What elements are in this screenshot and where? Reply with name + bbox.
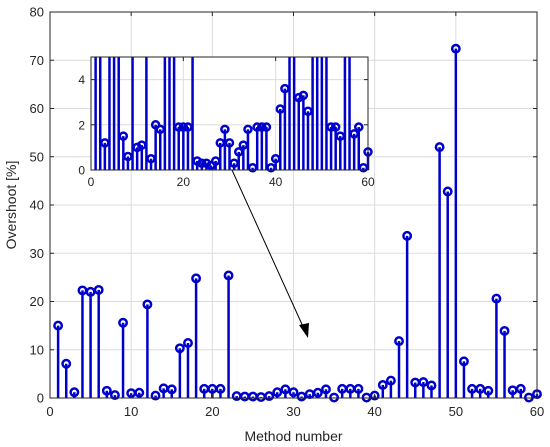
stem-marker — [491, 293, 502, 304]
stem-marker — [69, 387, 80, 398]
stem-marker — [93, 284, 104, 295]
stem-marker — [183, 338, 193, 348]
x-tick-label: 10 — [124, 404, 138, 419]
y-tick-label: 20 — [30, 294, 44, 309]
inset-axes-box — [90, 56, 369, 171]
y-tick-label: 0 — [37, 391, 44, 406]
zoom-arrow — [231, 169, 309, 338]
x-axis-label: Method number — [244, 428, 342, 444]
x-tick-label: 40 — [367, 404, 381, 419]
zoom-arrow-head — [299, 323, 309, 338]
stem-marker — [434, 142, 445, 153]
stem-marker — [450, 43, 461, 54]
stem-marker — [166, 384, 177, 395]
stem-marker — [142, 299, 153, 310]
x-tick-label: 30 — [286, 404, 300, 419]
stem-marker — [402, 230, 413, 241]
inset-stem-marker — [330, 122, 341, 132]
stem-marker — [353, 383, 364, 394]
inset-series — [94, 57, 373, 173]
inset-stem-marker — [243, 124, 253, 135]
stem-marker — [385, 375, 396, 386]
stem-marker — [377, 380, 388, 390]
stem-marker — [296, 391, 307, 402]
inset-x-tick-label: 20 — [177, 175, 191, 189]
zoom-arrow-line — [231, 169, 306, 332]
y-tick-label: 10 — [30, 342, 44, 357]
stem-marker — [61, 358, 72, 369]
stem-marker — [174, 343, 185, 354]
stem-marker — [101, 385, 112, 396]
stem-marker — [118, 317, 129, 328]
inset-stem-marker — [354, 122, 364, 132]
y-tick-label: 80 — [30, 5, 44, 20]
y-axis-label: Overshoot [%] — [3, 161, 19, 250]
stem-marker — [215, 383, 226, 394]
inset-x-tick-label: 40 — [269, 175, 283, 189]
x-tick-label: 20 — [205, 404, 219, 419]
stem-marker — [499, 325, 510, 336]
x-tick-label: 0 — [46, 404, 53, 419]
inset-y-tick-label: 0 — [78, 164, 85, 178]
stem-marker — [442, 186, 453, 197]
stem-marker — [109, 390, 120, 401]
stem-marker — [483, 385, 494, 396]
stem-marker — [272, 387, 283, 398]
stem-marker — [53, 320, 64, 331]
inset-stem-marker — [220, 124, 230, 135]
inset-stem-marker — [261, 122, 272, 132]
y-tick-label: 60 — [30, 101, 44, 116]
x-tick-label: 50 — [449, 404, 463, 419]
x-tick-label: 60 — [530, 404, 544, 419]
stem-marker — [191, 273, 202, 284]
stem-marker — [369, 390, 380, 401]
inset-stem-marker — [298, 90, 309, 101]
inset-y-tick-label: 2 — [78, 118, 85, 132]
y-tick-label: 50 — [30, 149, 44, 164]
stem-marker — [515, 383, 526, 394]
inset-stem-marker — [224, 138, 235, 148]
stem-marker — [134, 387, 145, 398]
stem-marker — [264, 391, 275, 402]
stem-marker — [150, 390, 161, 401]
stem-marker — [280, 384, 291, 395]
stem-marker — [394, 336, 404, 347]
stem-marker — [312, 387, 323, 398]
stem-marker — [321, 384, 331, 395]
y-tick-label: 40 — [30, 198, 44, 213]
inset-axes: 0 20 40 60 0 2 4 — [78, 56, 375, 189]
stem-marker — [459, 356, 469, 367]
y-tick-label: 70 — [30, 53, 44, 68]
main-series — [53, 43, 542, 403]
inset-x-tick-label: 60 — [361, 175, 375, 189]
inset-y-tick-label: 4 — [78, 73, 85, 87]
inset-x-tick-label: 0 — [88, 175, 95, 189]
stem-marker — [426, 380, 437, 391]
stem-marker — [223, 270, 234, 281]
stem-marker — [418, 377, 429, 388]
y-tick-label: 30 — [30, 246, 44, 261]
inset-ticks: 0 20 40 60 0 2 4 — [78, 57, 375, 189]
inset-stem-marker — [118, 131, 129, 141]
